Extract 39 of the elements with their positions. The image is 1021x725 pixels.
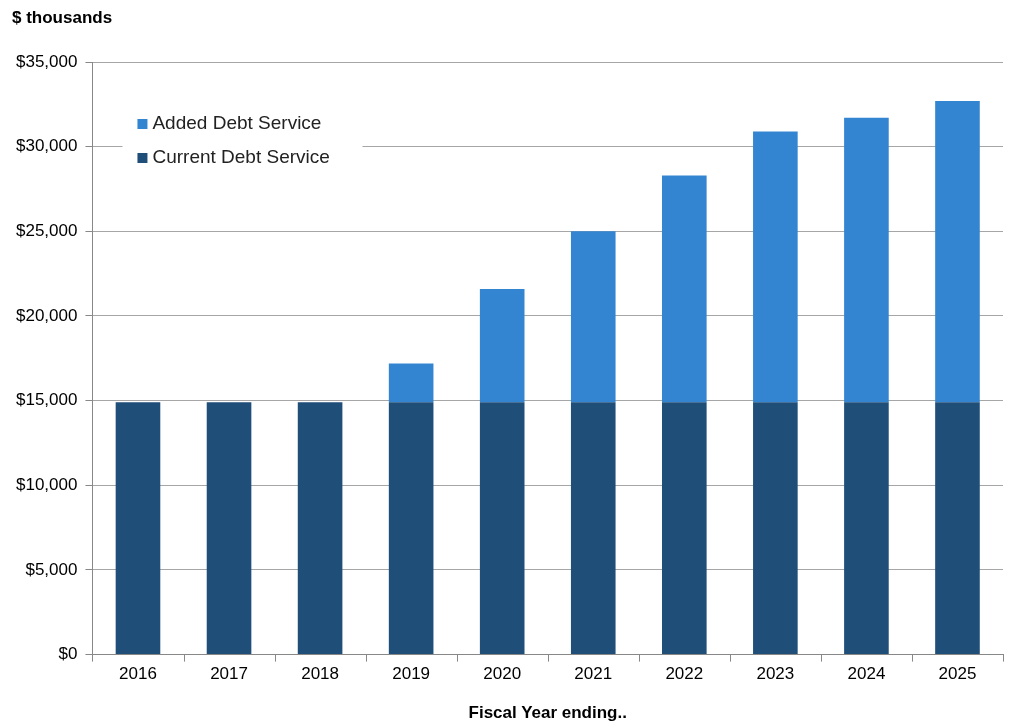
legend-label: Current Debt Service [152, 146, 330, 168]
x-tick-label: 2024 [847, 664, 886, 684]
bar [297, 402, 343, 655]
bar [844, 117, 889, 403]
bar [388, 363, 434, 403]
bar [206, 402, 252, 655]
x-axis-title: Fiscal Year ending.. [468, 703, 627, 723]
x-tick-label: 2018 [301, 664, 339, 684]
x-tick-label: 2025 [938, 664, 977, 684]
bar [753, 402, 798, 655]
bar [570, 231, 616, 403]
x-tick-label: 2023 [756, 664, 795, 684]
y-tick-label: $25,000 [16, 221, 78, 240]
bar [479, 288, 525, 403]
x-tick-label: 2020 [483, 664, 522, 684]
y-tick-label: $15,000 [16, 390, 78, 410]
x-tick-label: 2022 [665, 664, 704, 684]
y-tick-label: $20,000 [16, 305, 78, 325]
y-axis-title: $ thousands [12, 8, 113, 28]
bar [844, 402, 889, 655]
bar [479, 402, 525, 655]
legend-label: Added Debt Service [152, 112, 322, 134]
y-tick-label: $0 [58, 644, 78, 664]
bar [753, 131, 798, 403]
y-tick-label: $5,000 [25, 559, 78, 579]
y-tick-label: $30,000 [16, 136, 78, 156]
bar [662, 402, 707, 655]
x-tick-label: 2016 [119, 664, 157, 684]
bar [388, 402, 434, 655]
bar [935, 402, 980, 655]
x-tick-label: 2021 [574, 664, 613, 684]
x-tick-label: 2017 [210, 664, 248, 684]
bar [115, 402, 161, 655]
x-tick-label: 2019 [392, 664, 431, 684]
bar [570, 402, 616, 655]
y-tick-label: $10,000 [16, 474, 78, 494]
y-tick-label: $35,000 [16, 51, 78, 71]
bar [935, 100, 980, 403]
bar [662, 175, 707, 403]
